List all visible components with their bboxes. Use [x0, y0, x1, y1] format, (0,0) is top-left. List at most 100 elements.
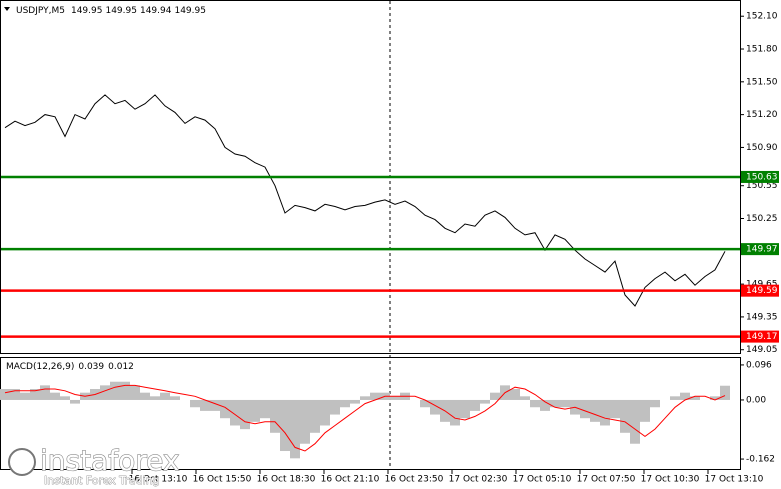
ohlc-value: 149.95: [105, 6, 137, 16]
histogram-bar: [130, 385, 140, 400]
histogram-bar: [610, 399, 620, 419]
histogram-bar: [580, 399, 590, 419]
histogram-bar: [230, 399, 240, 426]
histogram-bar: [720, 385, 730, 400]
x-tick-label: 17 Oct 13:10: [705, 475, 764, 485]
histogram-bar: [430, 399, 440, 415]
histogram-bar: [330, 399, 340, 415]
histogram-bar: [650, 399, 660, 408]
x-tick-label: 17 Oct 10:30: [641, 475, 700, 485]
y-tick-label: 151.80: [746, 45, 778, 55]
histogram-bar: [620, 399, 630, 433]
histogram-bar: [140, 392, 150, 400]
ohlc-value: 149.95: [174, 6, 206, 16]
histogram-bar: [680, 392, 690, 400]
header: USDJPY,M5 149.95 149.95 149.94 149.95: [16, 6, 206, 16]
histogram-bar: [390, 396, 400, 400]
level-label: 149.17: [746, 332, 778, 342]
histogram-bar: [210, 399, 220, 411]
histogram-bar: [420, 399, 430, 408]
histogram-bar: [600, 399, 610, 426]
x-tick-label: 16 Oct 23:50: [385, 475, 444, 485]
histogram-bar: [490, 392, 500, 400]
histogram-bar: [30, 389, 40, 400]
tagline: Instant Forex Trading: [44, 474, 160, 487]
x-tick-label: 17 Oct 02:30: [449, 475, 508, 485]
level-badge: [741, 243, 779, 256]
level-label: 149.97: [746, 245, 778, 255]
histogram-bar: [20, 392, 30, 400]
y-tick-label: 0.096: [746, 360, 772, 370]
ohlc-value: 149.95: [71, 6, 103, 16]
histogram-bar: [100, 385, 110, 400]
ohlc-value: 149.94: [140, 6, 172, 16]
histogram-bar: [640, 399, 650, 422]
histogram-bar: [670, 396, 680, 400]
y-tick-label: 151.50: [746, 77, 778, 87]
histogram-bar: [240, 399, 250, 430]
histogram-bar: [470, 399, 480, 411]
histogram-bar: [110, 381, 120, 400]
histogram-bar: [460, 399, 470, 419]
x-tick-label: 16 Oct 18:30: [257, 475, 316, 485]
histogram-bar: [450, 399, 460, 426]
histogram-bar: [710, 396, 720, 400]
histogram-bar: [10, 389, 20, 400]
brand: instaforex: [40, 444, 179, 477]
histogram-bar: [50, 392, 60, 400]
y-tick-label: 150.55: [746, 181, 778, 191]
logo-icon: [8, 448, 36, 476]
histogram-bar: [150, 396, 160, 400]
histogram-bar: [190, 399, 200, 408]
macd-label: MACD(12,26,9) 0.039 0.012: [6, 362, 134, 372]
histogram-bar: [320, 399, 330, 426]
y-tick-label: 149.05: [746, 345, 778, 355]
x-tick-label: 16 Oct 21:10: [321, 475, 380, 485]
histogram-bar: [280, 399, 290, 452]
histogram-bar: [310, 399, 320, 433]
macd-name: MACD(12,26,9): [6, 362, 74, 372]
level-badge: [741, 284, 779, 297]
signal-line: [4, 384, 726, 452]
histogram-bar: [520, 396, 530, 400]
histogram-bar: [690, 396, 700, 400]
histogram-bar: [300, 399, 310, 444]
histogram-bar: [540, 399, 550, 411]
y-tick-label: 150.90: [746, 143, 778, 153]
histogram-bar: [630, 399, 640, 444]
histogram-bar: [510, 389, 520, 400]
macd-value: 0.039: [78, 362, 104, 372]
histogram-bar: [350, 399, 360, 404]
histogram-bar: [250, 399, 260, 422]
symbol: USDJPY,M5: [16, 6, 65, 16]
histogram-bar: [0, 389, 10, 400]
histogram-bar: [40, 385, 50, 400]
histogram-bar: [340, 399, 350, 408]
x-tick-label: 16 Oct 13:10: [129, 475, 188, 485]
level-label: 150.63: [746, 172, 778, 182]
histogram-bar: [260, 399, 270, 419]
y-tick-label: -0.162: [746, 455, 775, 465]
y-tick-label: 150.25: [746, 214, 778, 224]
macd-value: 0.012: [108, 362, 134, 372]
y-tick-label: 152.10: [746, 12, 778, 22]
histogram-bar: [530, 399, 540, 408]
x-tick-label: 16 Oct 15:50: [193, 475, 252, 485]
histogram-bar: [200, 399, 210, 411]
price-line: [4, 94, 726, 307]
y-tick-label: 0.00: [746, 395, 766, 405]
histogram-bar: [170, 396, 180, 400]
watermark: instaforex Instant Forex Trading: [8, 443, 180, 487]
histogram-bar: [120, 381, 130, 400]
histogram-bar: [60, 396, 70, 400]
y-tick-label: 151.20: [746, 110, 778, 120]
histogram-bar: [360, 396, 370, 400]
y-tick-label: 149.35: [746, 312, 778, 322]
histogram-bar: [70, 399, 80, 404]
histogram-bar: [160, 392, 170, 400]
level-badge: [741, 330, 779, 343]
x-tick-label: 17 Oct 05:10: [513, 475, 572, 485]
histogram-bar: [290, 399, 300, 459]
